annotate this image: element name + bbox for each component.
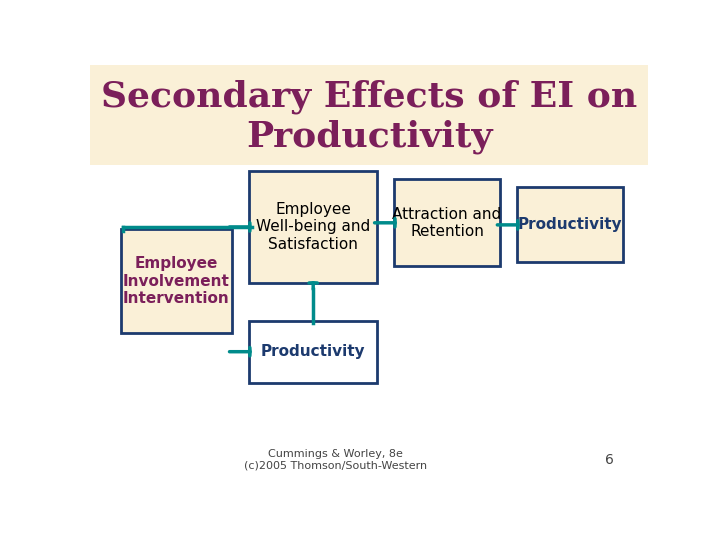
Text: Cummings & Worley, 8e
(c)2005 Thomson/South-Western: Cummings & Worley, 8e (c)2005 Thomson/So… (244, 449, 427, 470)
FancyBboxPatch shape (121, 229, 233, 333)
FancyBboxPatch shape (517, 187, 623, 262)
Text: Employee
Well-being and
Satisfaction: Employee Well-being and Satisfaction (256, 202, 370, 252)
Text: 6: 6 (605, 453, 613, 467)
Text: Employee
Involvement
Intervention: Employee Involvement Intervention (123, 256, 230, 306)
Text: Productivity: Productivity (261, 344, 366, 359)
FancyBboxPatch shape (249, 321, 377, 383)
Text: Secondary Effects of EI on
Productivity: Secondary Effects of EI on Productivity (101, 79, 637, 154)
FancyBboxPatch shape (249, 171, 377, 283)
Text: Productivity: Productivity (518, 218, 622, 232)
FancyBboxPatch shape (394, 179, 500, 266)
Text: Attraction and
Retention: Attraction and Retention (392, 207, 502, 239)
FancyBboxPatch shape (90, 65, 648, 165)
